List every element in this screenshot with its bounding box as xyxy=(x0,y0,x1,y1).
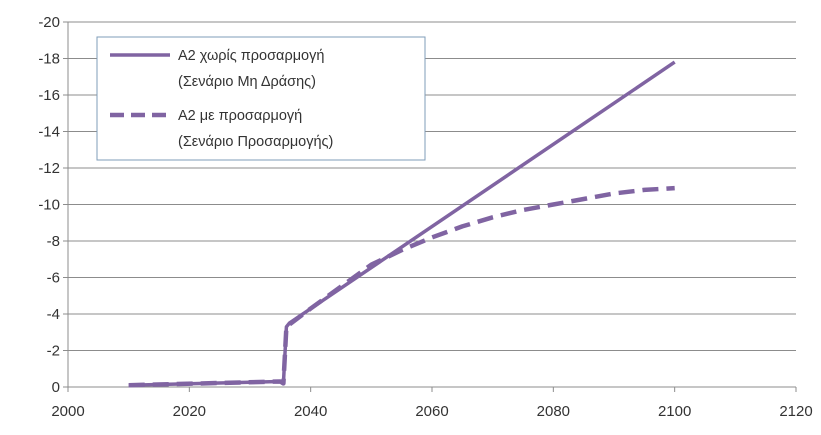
axes xyxy=(63,21,797,392)
series-line-with-adaptation xyxy=(128,185,675,388)
y-tick-label: -10 xyxy=(38,197,60,214)
y-tick-label: -2 xyxy=(47,343,60,360)
legend: A2 χωρίς προσαρμογή (Σενάριο Μη Δράσης) A2… xyxy=(96,36,426,161)
y-tick-label: -16 xyxy=(38,87,60,104)
y-tick-label: -4 xyxy=(47,306,60,323)
y-tick-label: -6 xyxy=(47,270,60,287)
legend-label: (Σενάριο Προσαρμογής) xyxy=(178,134,333,150)
x-tick-label: 2000 xyxy=(51,403,84,420)
legend-box xyxy=(96,36,426,161)
y-tick-label: -18 xyxy=(38,51,60,68)
legend-label: A2 με προσαρμογή xyxy=(178,108,302,124)
x-tick-label: 2060 xyxy=(415,403,448,420)
y-tick-label: -8 xyxy=(47,233,60,250)
series-lines xyxy=(128,60,676,388)
x-tick-label: 2020 xyxy=(173,403,206,420)
legend-label: (Σενάριο Μη Δράσης) xyxy=(178,74,316,90)
x-tick-label: 2080 xyxy=(537,403,570,420)
tick-labels: 0 -2 -4 -6 -8 -10 -12 -14 -16 -18 -20 2000 2020 2040 2… xyxy=(38,14,812,420)
y-tick-label: -20 xyxy=(38,14,60,31)
x-tick-label: 2100 xyxy=(658,403,691,420)
legend-label: A2 χωρίς προσαρμογή xyxy=(178,48,324,64)
x-tick-label: 2040 xyxy=(294,403,327,420)
y-tick-label: 0 xyxy=(52,379,60,396)
x-tick-label: 2120 xyxy=(779,403,812,420)
y-tick-label: -12 xyxy=(38,160,60,177)
y-tick-label: -14 xyxy=(38,124,60,141)
